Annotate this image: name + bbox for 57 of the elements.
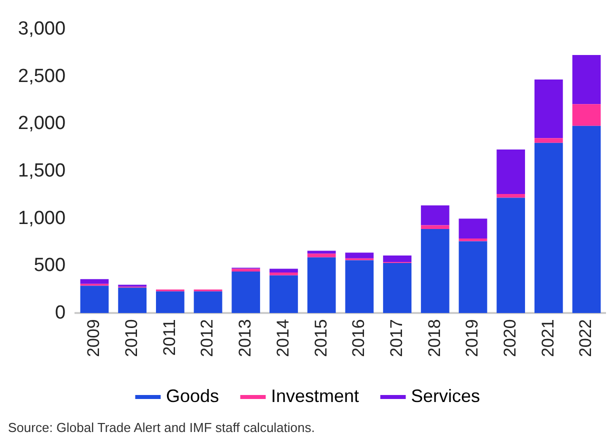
legend-label: Goods [166, 386, 219, 406]
bar [420, 228, 450, 314]
bar [458, 238, 488, 242]
x-tick-label: 2016 [349, 319, 368, 358]
x-tick-label: 2020 [500, 319, 520, 358]
x-tick-label: 2014 [273, 319, 292, 358]
y-tick-label: 1,500 [18, 160, 66, 182]
bar [572, 126, 601, 314]
bar [496, 198, 526, 314]
bar [383, 255, 412, 262]
y-tick-label: 3,000 [18, 18, 66, 40]
bar [420, 205, 450, 226]
x-tick-label: 2009 [84, 319, 104, 358]
bar [534, 80, 563, 138]
x-tick-label: 2011 [160, 319, 179, 356]
bar [232, 272, 260, 314]
bar [270, 272, 298, 276]
bar [572, 54, 601, 104]
bar [534, 142, 563, 314]
bar [307, 254, 336, 258]
source-note: Source: Global Trade Alert and IMF staff calculations. [8, 420, 316, 435]
y-tick-label: 1,000 [18, 208, 66, 229]
x-tick-label: 2021 [538, 319, 558, 358]
bar [496, 194, 526, 198]
x-tick-label: 2010 [122, 319, 142, 358]
x-tick-label: 2012 [198, 319, 217, 358]
bar [383, 263, 412, 314]
x-tick-label: 2022 [576, 319, 596, 358]
x-tick-label: 2015 [311, 319, 330, 358]
legend-label: Investment [270, 386, 360, 406]
bar [270, 275, 298, 314]
bar [345, 252, 374, 258]
bar [458, 241, 488, 314]
x-tick-label: 2013 [236, 319, 255, 358]
bar [270, 268, 298, 273]
bar [307, 250, 336, 254]
x-tick-label: 2017 [386, 319, 406, 358]
bar [194, 291, 222, 314]
bar [496, 150, 526, 194]
bar [345, 260, 374, 314]
bar [156, 291, 184, 314]
bar [307, 257, 336, 314]
legend-label: Services [411, 386, 480, 406]
bar [458, 218, 488, 238]
y-tick-label: 2,500 [18, 66, 66, 87]
bar [80, 279, 109, 284]
bar [572, 104, 601, 126]
bar [118, 288, 147, 314]
x-tick-label: 2019 [462, 319, 482, 358]
x-tick-label: 2018 [424, 319, 444, 358]
bar [80, 286, 109, 314]
bar [420, 225, 450, 229]
y-tick-label: 2,000 [18, 113, 66, 134]
bar [534, 138, 563, 143]
y-tick-label: 500 [34, 255, 66, 276]
bar [232, 268, 260, 272]
y-tick-label: 0 [54, 302, 66, 324]
